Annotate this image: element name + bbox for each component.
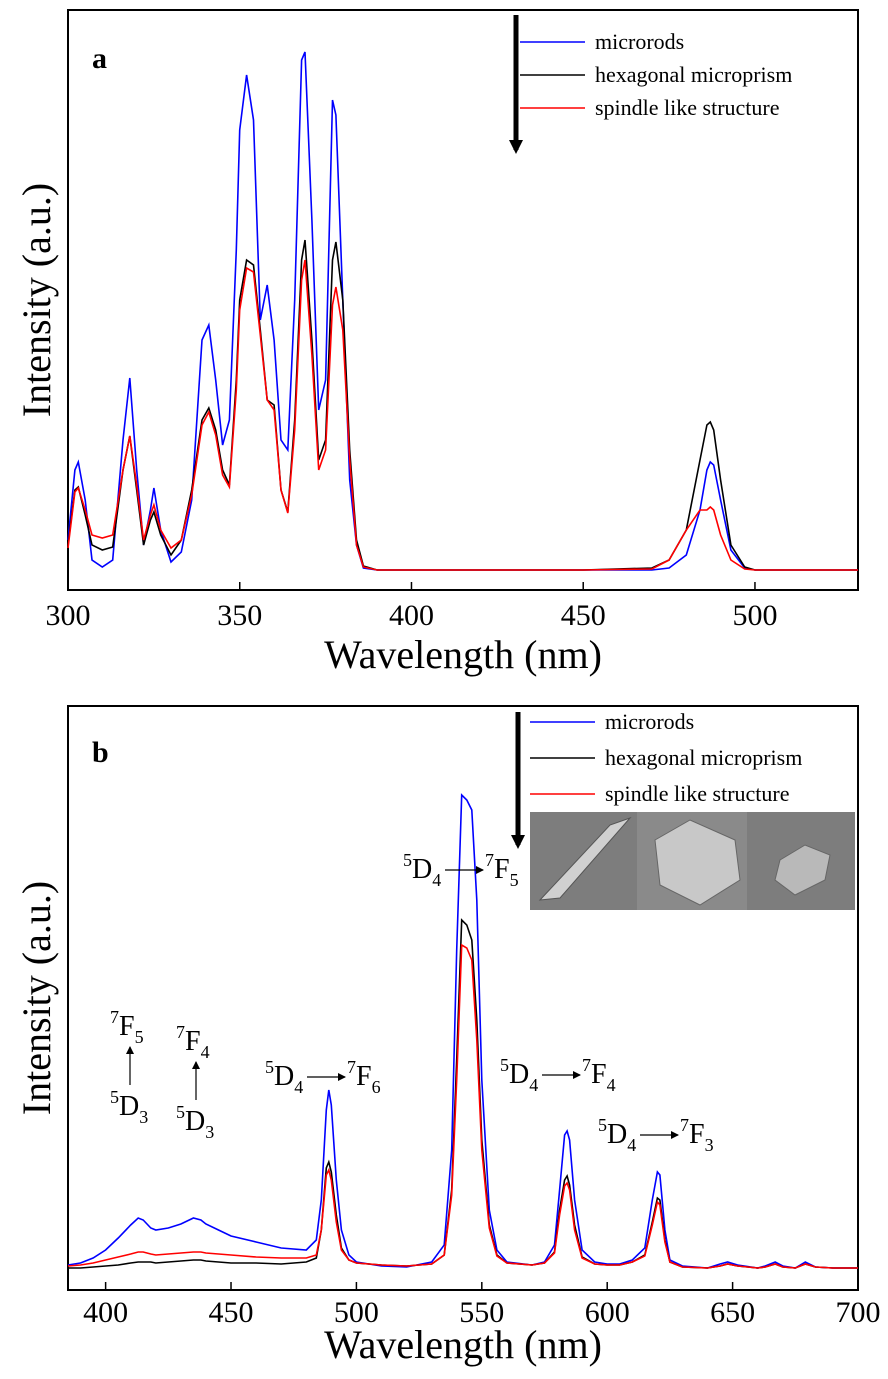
term: 5D4 [500, 1055, 538, 1095]
symbol: F [185, 1026, 201, 1057]
term: 7F6 [347, 1057, 381, 1097]
subscript: 4 [432, 870, 441, 890]
x-tick-label: 450 [209, 1296, 254, 1329]
subscript: 5 [135, 1027, 144, 1047]
subscript: 4 [627, 1135, 636, 1155]
term: 7F5 [110, 1007, 144, 1047]
subscript: 4 [607, 1075, 616, 1095]
term: 5D3 [110, 1087, 148, 1127]
legend-label: hexagonal microprism [605, 745, 802, 770]
superscript: 5 [176, 1102, 185, 1122]
term: 5D4 [403, 850, 441, 890]
legend-label: microrods [595, 29, 684, 54]
y-axis-label: Intensity (a.u.) [14, 183, 59, 417]
symbol: F [591, 1059, 607, 1090]
panel-label: a [92, 42, 107, 75]
series-line [67, 943, 858, 1269]
superscript: 7 [110, 1007, 119, 1027]
term: 7F4 [582, 1055, 616, 1095]
x-tick-label: 600 [585, 1296, 630, 1329]
x-tick-label: 350 [217, 599, 262, 632]
legend-label: hexagonal microprism [595, 62, 792, 87]
x-tick-label: 500 [732, 599, 777, 632]
symbol: D [185, 1106, 205, 1137]
transition-annotation: 5D4 7F6 [265, 1057, 381, 1097]
series-line [67, 51, 858, 571]
subscript: 3 [139, 1107, 148, 1127]
symbol: F [119, 1011, 135, 1042]
superscript: 7 [680, 1115, 689, 1135]
legend-label: spindle like structure [595, 95, 780, 120]
legend-label: microrods [605, 709, 694, 734]
symbol: F [356, 1061, 372, 1092]
symbol: D [119, 1091, 139, 1122]
transition-annotation: 5D4 7F3 [598, 1115, 714, 1155]
x-axis-label: Wavelength (nm) [324, 632, 602, 677]
superscript: 5 [403, 850, 412, 870]
symbol: D [509, 1059, 529, 1090]
x-tick-label: 400 [83, 1296, 128, 1329]
symbol: D [607, 1119, 627, 1150]
x-tick-label: 700 [836, 1296, 881, 1329]
superscript: 5 [500, 1055, 509, 1075]
x-tick-label: 500 [334, 1296, 379, 1329]
superscript: 7 [347, 1057, 356, 1077]
subscript: 3 [205, 1122, 214, 1142]
term: 5D4 [265, 1057, 303, 1097]
superscript: 7 [485, 850, 494, 870]
term: 7F5 [485, 850, 519, 890]
x-tick-label: 650 [710, 1296, 755, 1329]
x-tick-label: 300 [46, 599, 91, 632]
symbol: D [274, 1061, 294, 1092]
panel-label: b [92, 736, 109, 769]
subscript: 6 [372, 1077, 381, 1097]
x-tick-label: 450 [561, 599, 606, 632]
series-line [68, 918, 858, 1269]
y-axis-label: Intensity (a.u.) [14, 881, 59, 1115]
transition-annotation: 7F4 5D3 [176, 1022, 214, 1142]
series-line [67, 259, 858, 571]
term: 5D4 [598, 1115, 636, 1155]
subscript: 4 [529, 1075, 538, 1095]
symbol: F [494, 854, 510, 885]
subscript: 4 [201, 1042, 210, 1062]
legend-label: spindle like structure [605, 781, 790, 806]
subscript: 4 [294, 1077, 303, 1097]
x-axis-label: Wavelength (nm) [324, 1322, 602, 1367]
superscript: 5 [265, 1057, 274, 1077]
term: 5D3 [176, 1102, 214, 1142]
plot-frame [67, 705, 859, 1291]
subscript: 5 [510, 870, 519, 890]
superscript: 7 [176, 1022, 185, 1042]
symbol: D [412, 854, 432, 885]
subscript: 3 [705, 1135, 714, 1155]
symbol: F [689, 1119, 705, 1150]
term: 7F3 [680, 1115, 714, 1155]
term: 7F4 [176, 1022, 210, 1062]
superscript: 7 [582, 1055, 591, 1075]
x-tick-label: 400 [389, 599, 434, 632]
x-tick-label: 550 [459, 1296, 504, 1329]
superscript: 5 [598, 1115, 607, 1135]
plot-frame [67, 9, 859, 591]
inset-image [530, 812, 855, 910]
superscript: 5 [110, 1087, 119, 1107]
